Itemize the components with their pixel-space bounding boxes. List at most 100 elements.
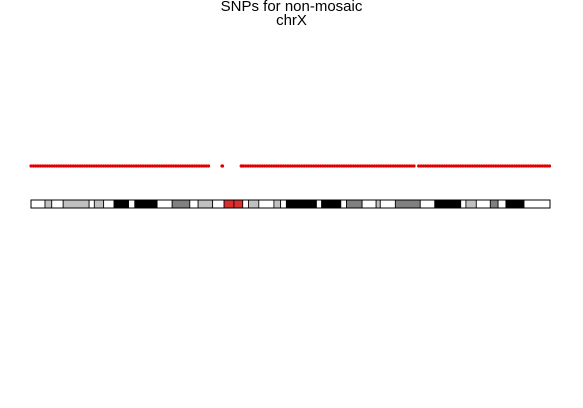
ideogram-band [189, 199, 199, 209]
snp-point [389, 164, 393, 168]
snp-point [347, 164, 351, 168]
snp-point [531, 164, 535, 168]
snp-point [386, 164, 390, 168]
snp-point [545, 164, 549, 168]
snp-point [248, 164, 253, 168]
snp-point [206, 164, 211, 168]
snp-point [304, 164, 309, 168]
snp-point [368, 164, 372, 168]
snp-point [43, 164, 47, 168]
snp-point [326, 164, 330, 168]
snp-point [323, 164, 327, 168]
snp-point [337, 164, 341, 168]
snp-point [104, 164, 108, 168]
snp-point [449, 164, 453, 168]
snp-point [111, 164, 115, 168]
snp-point [129, 164, 134, 168]
snp-point [132, 164, 136, 168]
snp-point [319, 164, 323, 168]
snp-point [400, 164, 404, 168]
snp-point [108, 164, 113, 168]
snp-point [403, 164, 407, 168]
snp-point [113, 164, 117, 168]
snp-point [543, 164, 547, 168]
snp-point [398, 164, 402, 168]
ideogram-band [258, 199, 275, 209]
snp-point [220, 164, 224, 168]
snp-point [118, 164, 122, 168]
snp-point [421, 164, 425, 168]
snp-point [122, 164, 127, 168]
snp-point [496, 164, 500, 168]
ideogram-band [223, 199, 235, 209]
snp-point [428, 164, 432, 168]
snp-point [526, 164, 531, 168]
ideogram-band [113, 199, 129, 209]
snp-point [335, 164, 339, 168]
snp-point [253, 164, 257, 168]
snp-track [29, 164, 552, 168]
ideogram-band [171, 199, 191, 209]
snp-point [59, 164, 63, 168]
ideogram-band [505, 199, 525, 209]
snp-point [407, 164, 411, 168]
ideogram-band [93, 199, 105, 209]
snp-point [240, 164, 244, 168]
snp-point [370, 164, 374, 168]
snp-point [342, 164, 346, 168]
snp-point [279, 164, 283, 168]
snp-point [547, 164, 552, 168]
snp-point [424, 164, 428, 168]
snp-point [176, 164, 180, 168]
snp-point [340, 164, 344, 168]
snp-point [379, 164, 383, 168]
snp-point [115, 164, 120, 168]
snp-point [419, 164, 423, 168]
snp-point [171, 164, 176, 168]
snp-point [106, 164, 110, 168]
ideogram-band [128, 199, 136, 209]
snp-point [533, 164, 538, 168]
snp-point [45, 164, 49, 168]
snp-point [160, 164, 164, 168]
snp-point [468, 164, 472, 168]
snp-point [164, 164, 169, 168]
ideogram-band [379, 199, 396, 209]
snp-point [501, 164, 505, 168]
snp-point [461, 164, 465, 168]
ideogram-band [316, 199, 323, 209]
ideogram-band [340, 199, 347, 209]
ideogram-band [321, 199, 342, 209]
snp-point [150, 164, 155, 168]
snp-point [34, 164, 38, 168]
snp-point [435, 164, 439, 168]
snp-point [321, 164, 325, 168]
snp-point [484, 164, 489, 168]
snp-point [473, 164, 477, 168]
snp-point [153, 164, 157, 168]
snp-point [445, 164, 449, 168]
snp-point [440, 164, 444, 168]
snp-point [97, 164, 101, 168]
snp-point [204, 164, 208, 168]
snp-point [519, 164, 524, 168]
snp-point [540, 164, 545, 168]
snp-point [78, 164, 82, 168]
snp-point [80, 164, 84, 168]
ideogram-band [497, 199, 507, 209]
snp-point [134, 164, 138, 168]
snp-point [48, 164, 52, 168]
snp-point [85, 164, 89, 168]
snp-point [66, 164, 70, 168]
snp-point [125, 164, 129, 168]
snp-point [188, 164, 192, 168]
snp-point [272, 164, 276, 168]
snp-point [351, 164, 355, 168]
snp-point [375, 164, 379, 168]
snp-point [377, 164, 381, 168]
ideogram-band [523, 199, 551, 209]
snp-point [447, 164, 451, 168]
snp-point [302, 164, 306, 168]
snp-point [295, 164, 299, 168]
